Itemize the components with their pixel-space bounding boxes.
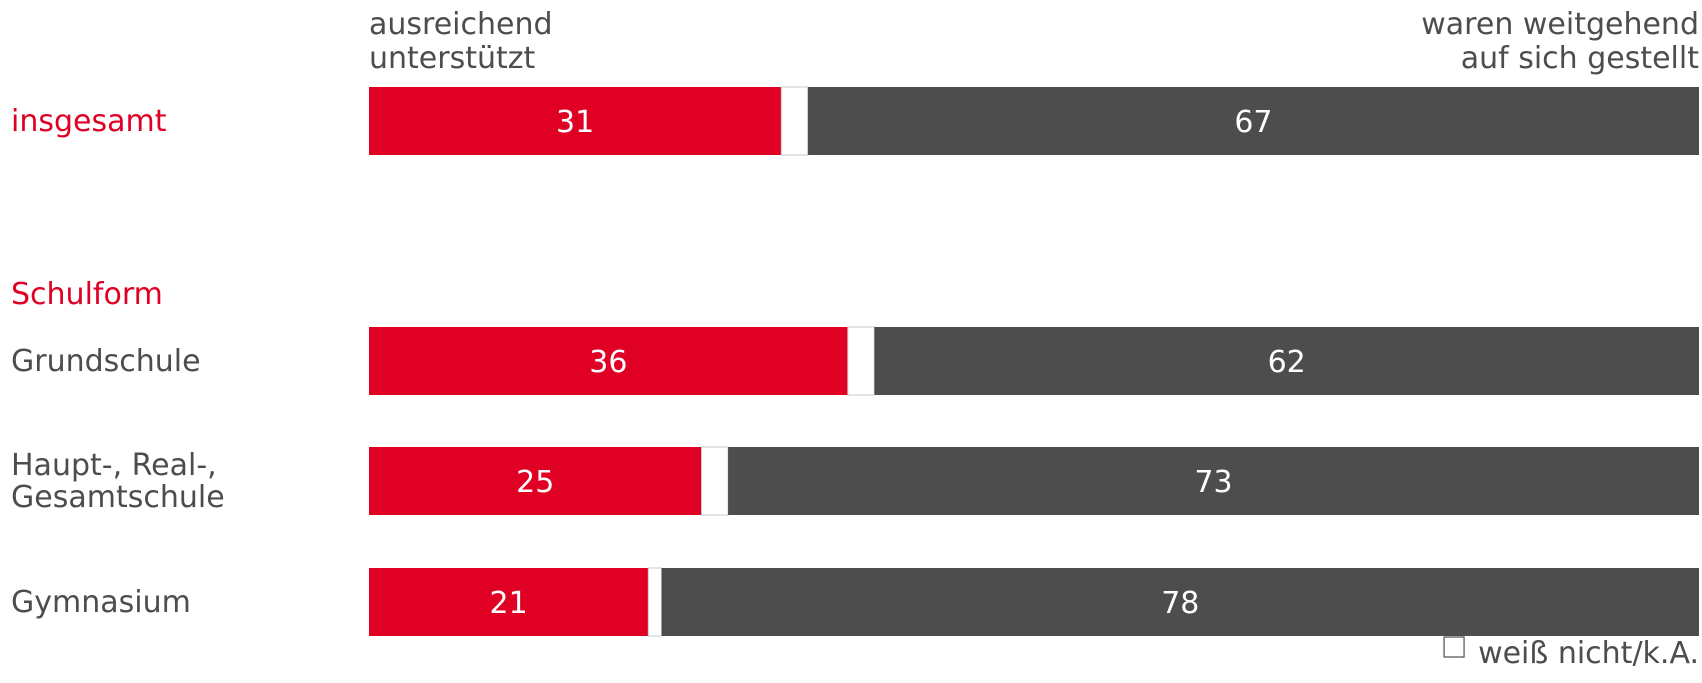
value-label-supported: 21 — [490, 586, 528, 621]
header-right-line-2: auf sich gestellt — [1461, 41, 1700, 76]
bar-segment-supported — [369, 568, 649, 636]
bar-segment-alone — [661, 568, 1699, 636]
bar-segment-unknown — [780, 86, 809, 156]
legend: weiß nicht/k.A. — [1443, 636, 1699, 671]
bar-segment-unknown — [701, 446, 729, 516]
value-label-alone: 73 — [1194, 465, 1232, 500]
header-left-line-1: ausreichend — [369, 7, 553, 42]
category-label-1: insgesamt — [11, 104, 167, 139]
header-right-line-1: waren weitgehend — [1421, 7, 1699, 42]
bar-segment-alone — [874, 327, 1699, 395]
value-label-alone: 62 — [1268, 345, 1306, 380]
bar-segment-alone — [807, 87, 1699, 155]
category-label-2: Grundschule — [11, 344, 201, 379]
bar-segment-supported — [369, 327, 848, 395]
bar-row-3: 25 73 — [369, 446, 1699, 516]
value-label-supported: 25 — [516, 465, 554, 500]
bars: 31 67 36 62 25 73 21 78 — [369, 86, 1699, 637]
category-labels: Schulform insgesamt Grundschule Haupt-, Rea… — [11, 104, 225, 620]
category-label-4: Gymnasium — [11, 585, 191, 620]
legend-label: weiß nicht/k.A. — [1478, 636, 1699, 671]
bar-segment-alone — [728, 447, 1699, 515]
category-label-3: Haupt-, Real-, Gesamtschule — [11, 448, 225, 515]
bar-segment-unknown — [647, 567, 663, 637]
header-left-line-2: unterstützt — [369, 41, 535, 76]
value-label-supported: 31 — [556, 105, 594, 140]
legend-swatch-icon — [1443, 636, 1465, 658]
value-label-alone: 67 — [1234, 105, 1272, 140]
bar-row-2: 36 62 — [369, 326, 1699, 396]
group-label: Schulform — [11, 277, 163, 312]
bar-segment-supported — [369, 87, 782, 155]
bar-segment-supported — [369, 447, 702, 515]
bar-row-1: 31 67 — [369, 86, 1699, 156]
value-label-supported: 36 — [589, 345, 627, 380]
bar-segment-unknown — [847, 326, 875, 396]
value-label-alone: 78 — [1161, 586, 1199, 621]
bar-row-4: 21 78 — [369, 567, 1699, 637]
